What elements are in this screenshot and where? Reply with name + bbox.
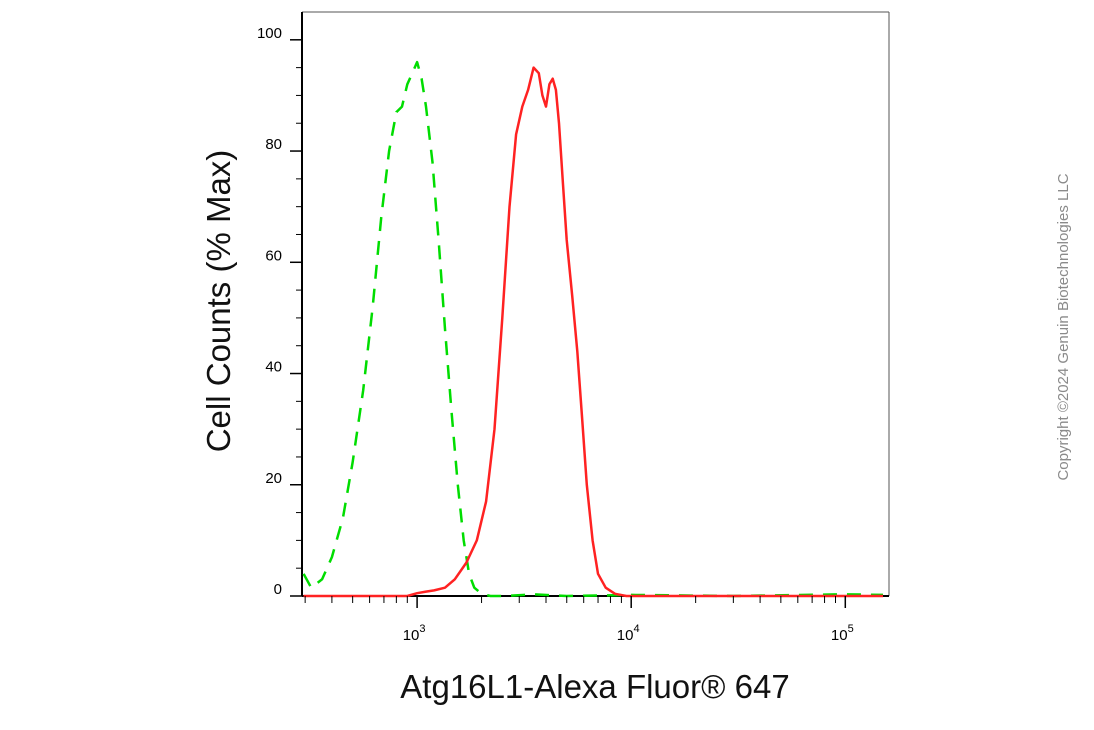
x-axis: 103 104 105: [304, 596, 854, 644]
y-tick-label: 0: [274, 581, 282, 598]
y-axis: 0 20 40 60 80 100: [257, 25, 302, 598]
x-tick-label: 104: [617, 623, 640, 644]
x-axis-label: Atg16L1-Alexa Fluor® 647: [400, 668, 789, 705]
y-tick-label: 60: [265, 247, 282, 264]
copyright-watermark: Copyright ©2024 Genuin Biotechnologies L…: [1055, 173, 1072, 480]
y-axis-label: Cell Counts (% Max): [200, 150, 237, 453]
curves: [302, 60, 884, 598]
plot-frame: [301, 11, 890, 597]
sample-histogram-curve: [303, 66, 883, 598]
y-tick-label: 40: [265, 359, 282, 376]
y-tick-label: 80: [265, 136, 282, 153]
control-histogram-curve: [302, 60, 884, 598]
x-tick-label: 103: [403, 623, 426, 644]
y-tick-label: 100: [257, 25, 282, 42]
x-tick-label: 105: [831, 623, 854, 644]
y-tick-label: 20: [265, 470, 282, 487]
